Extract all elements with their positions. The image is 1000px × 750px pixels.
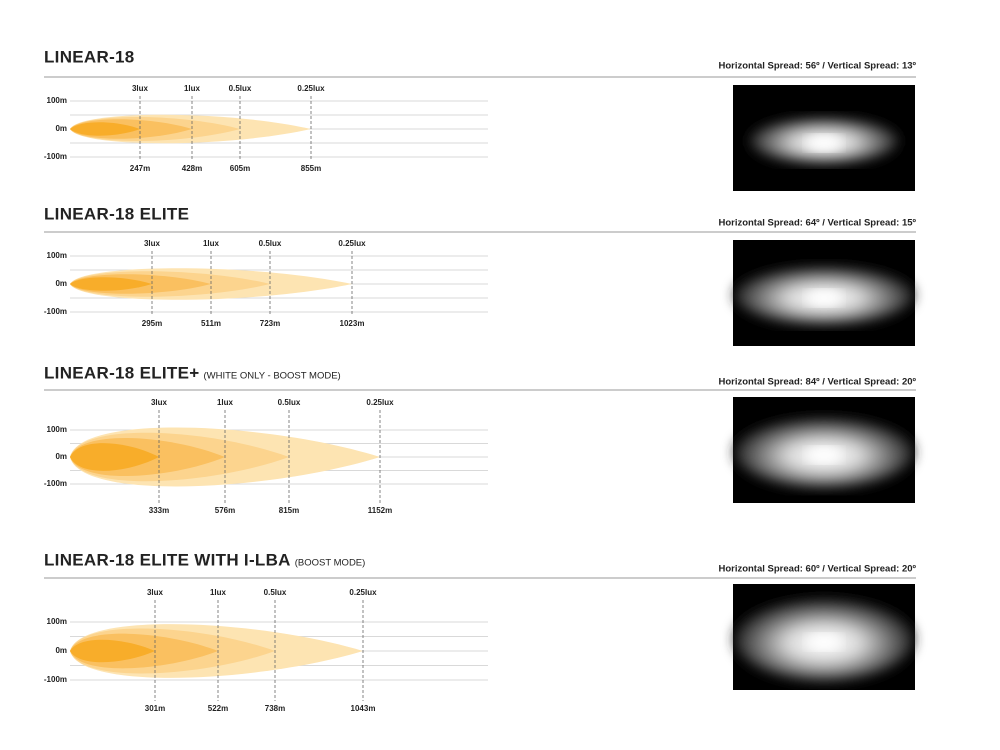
distance-label: 247m <box>130 164 150 173</box>
y-label: 0m <box>55 279 67 288</box>
distance-label: 855m <box>301 164 321 173</box>
lux-label: 0.5lux <box>278 398 301 407</box>
distance-label: 1043m <box>351 704 376 713</box>
section-note: (BOOST MODE) <box>295 558 366 569</box>
distance-label: 522m <box>208 704 228 713</box>
y-label: -100m <box>44 152 67 161</box>
lux-label: 0.25lux <box>366 398 394 407</box>
beam <box>70 122 140 136</box>
lux-label: 3lux <box>151 398 168 407</box>
distance-label: 723m <box>260 319 280 328</box>
y-label: -100m <box>44 307 67 316</box>
distance-label: 1152m <box>368 506 392 515</box>
y-label: 100m <box>47 251 67 260</box>
lux-label: 3lux <box>144 239 161 248</box>
distance-label: 815m <box>279 506 299 515</box>
lux-label: 0.25lux <box>349 588 377 597</box>
y-label: 0m <box>55 646 67 655</box>
spread-text: Horizontal Spread: 64º / Vertical Spread… <box>718 218 916 229</box>
lux-label: 1lux <box>203 239 220 248</box>
lux-label: 1lux <box>210 588 227 597</box>
y-label: 0m <box>55 452 67 461</box>
y-label: 100m <box>47 425 67 434</box>
lux-label: 0.5lux <box>264 588 287 597</box>
distance-label: 428m <box>182 164 202 173</box>
y-label: 100m <box>47 96 67 105</box>
beam-photo-hotspot <box>806 634 842 650</box>
distance-label: 301m <box>145 704 165 713</box>
beam-photo-hotspot <box>806 135 842 151</box>
beam <box>70 443 159 471</box>
section-title: LINEAR-18 ELITE <box>44 204 189 223</box>
lux-label: 3lux <box>147 588 164 597</box>
section-note: (WHITE ONLY - BOOST MODE) <box>203 371 340 382</box>
lux-label: 0.5lux <box>229 84 252 93</box>
spread-text: Horizontal Spread: 56º / Vertical Spread… <box>718 61 916 72</box>
section-title: LINEAR-18 <box>44 47 135 66</box>
spread-text: Horizontal Spread: 60º / Vertical Spread… <box>718 564 916 575</box>
distance-label: 576m <box>215 506 235 515</box>
beam-photo-hotspot <box>806 447 842 463</box>
beam <box>70 639 155 663</box>
y-label: 100m <box>47 617 67 626</box>
distance-label: 295m <box>142 319 162 328</box>
spread-text: Horizontal Spread: 84º / Vertical Spread… <box>718 377 916 388</box>
lux-label: 0.25lux <box>297 84 325 93</box>
distance-label: 333m <box>149 506 169 515</box>
lux-label: 0.25lux <box>338 239 366 248</box>
y-label: -100m <box>44 675 67 684</box>
distance-label: 738m <box>265 704 285 713</box>
lux-label: 3lux <box>132 84 149 93</box>
beam-photo-hotspot <box>806 290 842 306</box>
beam <box>70 277 152 291</box>
y-label: -100m <box>44 479 67 488</box>
distance-label: 511m <box>201 319 221 328</box>
section-title: LINEAR-18 ELITE WITH I-LBA <box>44 550 291 569</box>
distance-label: 1023m <box>340 319 365 328</box>
distance-label: 605m <box>230 164 250 173</box>
lux-label: 1lux <box>217 398 234 407</box>
section-title: LINEAR-18 ELITE+ <box>44 363 199 382</box>
y-label: 0m <box>55 124 67 133</box>
lux-label: 0.5lux <box>259 239 282 248</box>
lux-label: 1lux <box>184 84 201 93</box>
